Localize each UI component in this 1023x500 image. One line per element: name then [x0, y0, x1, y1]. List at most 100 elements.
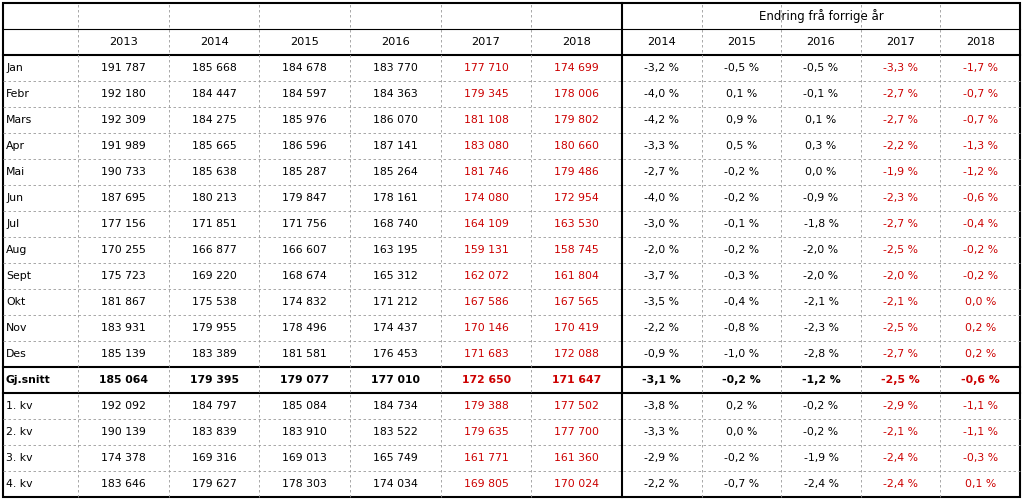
Text: 167 565: 167 565	[554, 297, 599, 307]
Text: 177 710: 177 710	[463, 63, 508, 73]
Text: 2018: 2018	[563, 37, 591, 47]
Text: Apr: Apr	[6, 141, 25, 151]
Text: -0,6 %: -0,6 %	[961, 375, 999, 385]
Text: -0,2 %: -0,2 %	[803, 401, 839, 411]
Text: -3,3 %: -3,3 %	[644, 141, 679, 151]
Text: 181 746: 181 746	[463, 167, 508, 177]
Text: 181 581: 181 581	[282, 349, 327, 359]
Text: Febr: Febr	[6, 89, 30, 99]
Text: 185 976: 185 976	[282, 115, 327, 125]
Text: -0,4 %: -0,4 %	[963, 219, 997, 229]
Text: -4,0 %: -4,0 %	[644, 89, 679, 99]
Text: -0,2 %: -0,2 %	[963, 245, 997, 255]
Text: 0,1 %: 0,1 %	[965, 479, 995, 489]
Text: 191 989: 191 989	[101, 141, 146, 151]
Text: -2,2 %: -2,2 %	[883, 141, 918, 151]
Text: 2017: 2017	[886, 37, 915, 47]
Text: 170 024: 170 024	[554, 479, 599, 489]
Text: 2014: 2014	[199, 37, 228, 47]
Text: 158 745: 158 745	[554, 245, 599, 255]
Text: -1,0 %: -1,0 %	[724, 349, 759, 359]
Text: -3,8 %: -3,8 %	[644, 401, 679, 411]
Text: -3,3 %: -3,3 %	[644, 427, 679, 437]
Text: 179 635: 179 635	[463, 427, 508, 437]
Text: 169 805: 169 805	[463, 479, 508, 489]
Text: -0,7 %: -0,7 %	[963, 115, 997, 125]
Text: 186 070: 186 070	[373, 115, 418, 125]
Text: Jul: Jul	[6, 219, 19, 229]
Text: 184 678: 184 678	[282, 63, 327, 73]
Text: 0,0 %: 0,0 %	[805, 167, 837, 177]
Text: 1. kv: 1. kv	[6, 401, 33, 411]
Text: 0,3 %: 0,3 %	[805, 141, 837, 151]
Text: -0,4 %: -0,4 %	[724, 297, 759, 307]
Text: 183 839: 183 839	[191, 427, 236, 437]
Text: -1,1 %: -1,1 %	[963, 401, 997, 411]
Text: 191 787: 191 787	[101, 63, 146, 73]
Text: -0,2 %: -0,2 %	[724, 245, 759, 255]
Text: -2,7 %: -2,7 %	[883, 219, 918, 229]
Text: 0,2 %: 0,2 %	[725, 401, 757, 411]
Text: 174 080: 174 080	[463, 193, 508, 203]
Text: -2,4 %: -2,4 %	[883, 479, 918, 489]
Text: 185 084: 185 084	[282, 401, 327, 411]
Text: 184 597: 184 597	[282, 89, 327, 99]
Text: -2,9 %: -2,9 %	[644, 453, 679, 463]
Text: -2,7 %: -2,7 %	[883, 349, 918, 359]
Text: 179 486: 179 486	[554, 167, 599, 177]
Text: 192 309: 192 309	[101, 115, 146, 125]
Text: 167 586: 167 586	[463, 297, 508, 307]
Text: Mars: Mars	[6, 115, 33, 125]
Text: 163 530: 163 530	[554, 219, 599, 229]
Text: 172 088: 172 088	[554, 349, 599, 359]
Text: -0,6 %: -0,6 %	[963, 193, 997, 203]
Text: -0,7 %: -0,7 %	[963, 89, 997, 99]
Text: 190 733: 190 733	[101, 167, 146, 177]
Text: 168 674: 168 674	[282, 271, 327, 281]
Text: 3. kv: 3. kv	[6, 453, 33, 463]
Text: 175 723: 175 723	[101, 271, 146, 281]
Text: 165 312: 165 312	[373, 271, 417, 281]
Text: 161 360: 161 360	[554, 453, 599, 463]
Text: -1,9 %: -1,9 %	[803, 453, 839, 463]
Text: Mai: Mai	[6, 167, 26, 177]
Text: 162 072: 162 072	[463, 271, 508, 281]
Text: -2,1 %: -2,1 %	[883, 297, 918, 307]
Text: 176 453: 176 453	[373, 349, 417, 359]
Text: -3,0 %: -3,0 %	[644, 219, 679, 229]
Text: 181 867: 181 867	[101, 297, 146, 307]
Text: 179 345: 179 345	[463, 89, 508, 99]
Text: 186 596: 186 596	[282, 141, 327, 151]
Text: 0,1 %: 0,1 %	[725, 89, 757, 99]
Text: 2016: 2016	[807, 37, 836, 47]
Text: -2,7 %: -2,7 %	[883, 115, 918, 125]
Text: 183 646: 183 646	[101, 479, 146, 489]
Text: -0,1 %: -0,1 %	[724, 219, 759, 229]
Text: 165 749: 165 749	[373, 453, 417, 463]
Text: -2,5 %: -2,5 %	[881, 375, 920, 385]
Text: 179 955: 179 955	[191, 323, 236, 333]
Text: 178 006: 178 006	[554, 89, 599, 99]
Text: 174 437: 174 437	[373, 323, 417, 333]
Text: -0,3 %: -0,3 %	[724, 271, 759, 281]
Text: -0,9 %: -0,9 %	[803, 193, 839, 203]
Text: 179 077: 179 077	[280, 375, 329, 385]
Text: 0,1 %: 0,1 %	[805, 115, 837, 125]
Text: 184 734: 184 734	[373, 401, 417, 411]
Text: 164 109: 164 109	[463, 219, 508, 229]
Text: 184 447: 184 447	[191, 89, 236, 99]
Text: 178 303: 178 303	[282, 479, 327, 489]
Text: 170 146: 170 146	[463, 323, 508, 333]
Text: 169 220: 169 220	[191, 271, 236, 281]
Text: 170 255: 170 255	[101, 245, 146, 255]
Text: 175 538: 175 538	[191, 297, 236, 307]
Text: -0,2 %: -0,2 %	[722, 375, 761, 385]
Text: -2,2 %: -2,2 %	[644, 479, 679, 489]
Text: 2015: 2015	[727, 37, 756, 47]
Text: 166 877: 166 877	[191, 245, 236, 255]
Text: -1,9 %: -1,9 %	[883, 167, 918, 177]
Text: 2013: 2013	[109, 37, 138, 47]
Text: 169 316: 169 316	[191, 453, 236, 463]
Text: 4. kv: 4. kv	[6, 479, 33, 489]
Text: Nov: Nov	[6, 323, 28, 333]
